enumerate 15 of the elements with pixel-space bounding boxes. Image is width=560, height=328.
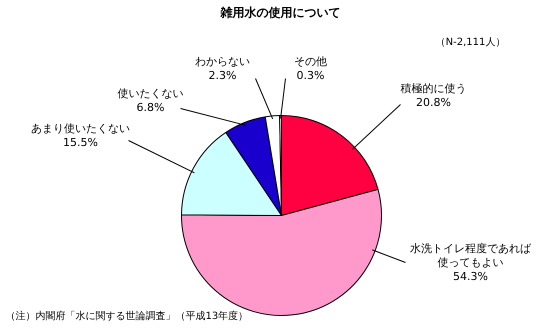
text: （注）内閣府「水に関する世論調査」（平成13年度） (6, 310, 248, 322)
data-label: 0.3% (296, 69, 324, 82)
slice-label: あまり使いたくない (31, 122, 130, 135)
data-label: 15.5% (63, 136, 98, 149)
slice-label: 使いたくない (118, 87, 184, 100)
slice-label: 水洗トイレ程度であれば使ってもよい (410, 242, 532, 269)
text: （N-2,111人） (436, 37, 506, 48)
data-label: 54.3% (453, 270, 488, 283)
slice-label: 積極的に使う (400, 82, 466, 95)
slice-label: その他 (294, 55, 327, 68)
slice-label: わからない (195, 55, 250, 68)
chart-title: 雑用水の使用について (220, 6, 340, 20)
data-label: 6.8% (136, 101, 164, 114)
data-label: 20.8% (416, 96, 451, 109)
data-label: 2.3% (208, 69, 236, 82)
